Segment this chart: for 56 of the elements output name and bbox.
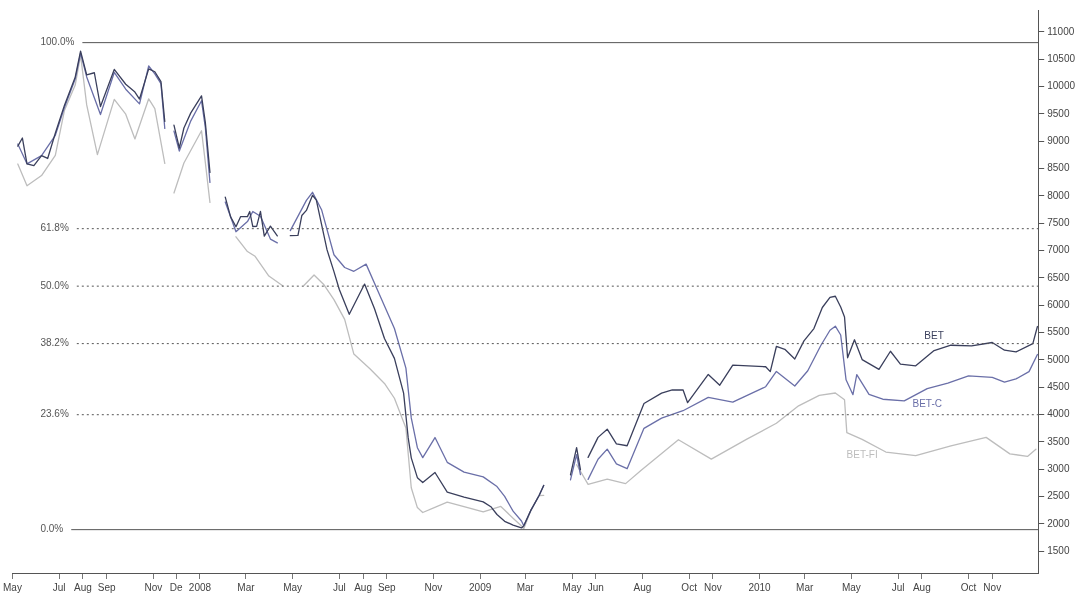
x-tick-label: 2009	[469, 581, 492, 593]
x-tick-label: Mar	[516, 581, 535, 593]
x-tick-label: Aug	[354, 581, 372, 593]
x-tick-label: De	[169, 581, 184, 593]
x-tick-label: Jul	[891, 581, 905, 593]
x-tick-label: Jun	[587, 581, 604, 593]
y-tick-label: 5000	[1047, 353, 1070, 365]
ref-line-label: 0.0%	[40, 523, 64, 535]
x-tick-label: May	[2, 581, 22, 593]
ref-line-label: 50.0%	[40, 279, 69, 291]
x-tick-label: Sep	[97, 581, 116, 593]
x-tick-label: Aug	[912, 581, 931, 593]
x-tick-label: Sep	[377, 581, 397, 593]
x-tick-label: 2008	[188, 581, 212, 593]
x-tick-label: Jul	[332, 581, 346, 593]
x-tick-label: Nov	[703, 581, 722, 593]
ref-line-label: 100.0%	[40, 36, 75, 48]
ref-line-label: 38.2%	[40, 337, 69, 349]
series-label: BET-FI	[846, 449, 878, 461]
x-tick-label: Oct	[681, 581, 698, 593]
y-tick-label: 9500	[1047, 107, 1070, 119]
x-tick-label: May	[841, 581, 861, 593]
x-tick-label: May	[562, 581, 582, 593]
ref-line-label: 61.8%	[40, 222, 69, 234]
x-tick-label: Nov	[983, 581, 1002, 593]
y-tick-label: 7500	[1047, 216, 1070, 228]
x-tick-label: May	[283, 581, 303, 593]
y-tick-label: 8500	[1047, 162, 1070, 174]
ref-line-label: 23.6%	[40, 408, 69, 420]
y-tick-label: 4000	[1047, 408, 1070, 420]
y-tick-label: 10500	[1047, 52, 1076, 64]
x-tick-label: Mar	[237, 581, 256, 593]
x-tick-label: 2010	[748, 581, 772, 593]
y-tick-label: 2000	[1047, 517, 1070, 529]
y-tick-label: 6500	[1047, 271, 1070, 283]
y-tick-label: 8000	[1047, 189, 1070, 201]
y-tick-label: 3500	[1047, 435, 1070, 447]
y-tick-label: 4500	[1047, 380, 1070, 392]
y-tick-label: 1500	[1047, 544, 1070, 556]
x-tick-label: Jul	[52, 581, 66, 593]
x-tick-label: Nov	[424, 581, 443, 593]
x-tick-label: Oct	[960, 581, 977, 593]
y-tick-label: 10000	[1047, 80, 1076, 92]
y-tick-label: 5500	[1047, 326, 1070, 338]
y-tick-label: 3000	[1047, 462, 1070, 474]
x-tick-label: Mar	[796, 581, 814, 593]
y-tick-label: 9000	[1047, 134, 1070, 146]
x-tick-label: Aug	[73, 581, 92, 593]
y-tick-label: 11000	[1047, 25, 1075, 37]
y-tick-label: 6000	[1047, 298, 1070, 310]
y-tick-label: 7000	[1047, 244, 1070, 256]
x-tick-label: Aug	[633, 581, 652, 593]
series-label: BET	[924, 330, 944, 342]
y-tick-label: 2500	[1047, 490, 1070, 502]
series-label: BET-C	[912, 398, 942, 410]
x-tick-label: Nov	[144, 581, 163, 593]
